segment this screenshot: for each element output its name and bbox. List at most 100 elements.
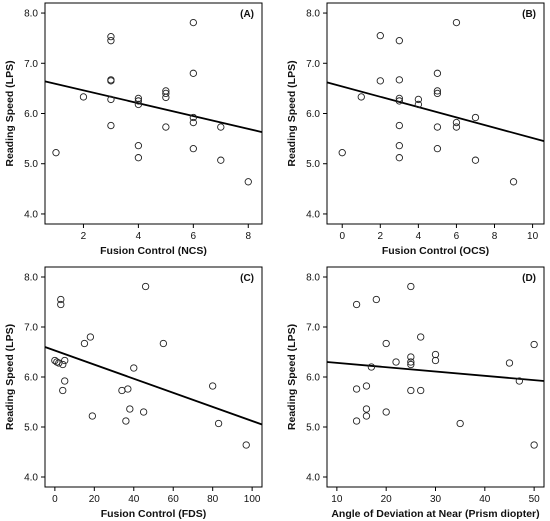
- x-tick-label: 40: [479, 494, 491, 505]
- x-tick-label: 10: [331, 494, 343, 505]
- data-point: [162, 89, 170, 98]
- y-tick-label: 5.0: [306, 423, 320, 434]
- data-point: [395, 141, 403, 150]
- data-point: [395, 121, 403, 130]
- data-point: [407, 353, 415, 361]
- y-axis-title: Reading Speed (LPS): [286, 324, 298, 430]
- plot-area-frame: [326, 2, 545, 225]
- data-point: [52, 149, 60, 157]
- x-tick-label: 40: [128, 494, 140, 505]
- y-tick-label: 4.0: [24, 473, 38, 484]
- data-point: [189, 69, 197, 77]
- x-tick-label: 20: [89, 494, 101, 505]
- data-point: [217, 123, 225, 131]
- data-point: [88, 412, 96, 420]
- data-point: [367, 363, 376, 371]
- data-point: [126, 405, 134, 413]
- x-axis-title: Fusion Control (OCS): [382, 245, 489, 257]
- data-point: [382, 408, 390, 416]
- data-point: [395, 94, 403, 103]
- data-point: [407, 386, 415, 395]
- data-point: [362, 412, 371, 420]
- data-point: [134, 100, 143, 109]
- plot-area-frame: [326, 266, 545, 488]
- data-point: [159, 339, 168, 348]
- data-point: [471, 156, 480, 164]
- x-tick-label: 2: [81, 231, 87, 242]
- y-tick-label: 8.0: [306, 273, 320, 284]
- data-point: [382, 339, 390, 348]
- y-tick-label: 8.0: [306, 9, 320, 20]
- data-point: [107, 37, 115, 45]
- x-tick-label: 30: [430, 494, 442, 505]
- y-tick-label: 4.0: [306, 473, 320, 484]
- data-point: [352, 417, 361, 425]
- data-point: [189, 118, 197, 127]
- x-tick-label: 6: [191, 231, 197, 242]
- data-point: [61, 356, 69, 365]
- data-point: [372, 295, 380, 304]
- x-tick-label: 4: [136, 231, 142, 242]
- data-point: [79, 93, 88, 101]
- data-point: [134, 141, 143, 150]
- panel-label: (A): [240, 9, 254, 20]
- data-point: [162, 123, 170, 131]
- y-tick-label: 8.0: [24, 273, 38, 284]
- data-point: [189, 18, 197, 27]
- y-tick-label: 7.0: [24, 59, 38, 70]
- data-point: [376, 77, 384, 85]
- data-point: [417, 386, 425, 395]
- x-tick-label: 50: [529, 494, 541, 505]
- data-point: [395, 97, 403, 105]
- data-point: [124, 385, 132, 393]
- data-point: [107, 77, 115, 85]
- y-tick-label: 7.0: [306, 323, 320, 334]
- data-point: [407, 358, 415, 366]
- scatter-panel: 2 4 6 8 4.0 5.0 6.0 7.0 8.0 Fusion Control (NCS) R…: [4, 2, 263, 257]
- data-point: [80, 339, 89, 348]
- y-tick-label: 5.0: [24, 159, 38, 170]
- y-tick-label: 5.0: [306, 159, 320, 170]
- data-point: [414, 100, 423, 109]
- x-tick-label: 100: [244, 494, 261, 505]
- scatter-panel: 0 2 4 6 8 10 4.0 5.0 6.0 7.0 8.0 Fusion Control (OC…: [286, 2, 545, 257]
- data-point: [433, 145, 442, 153]
- data-point: [515, 377, 523, 385]
- x-tick-label: 8: [245, 231, 251, 242]
- x-tick-label: 60: [168, 494, 180, 505]
- data-point: [433, 123, 442, 131]
- data-point: [530, 441, 538, 449]
- data-point: [189, 113, 197, 122]
- data-point: [357, 93, 365, 101]
- y-axis-title: Reading Speed (LPS): [286, 60, 298, 166]
- data-point: [407, 282, 415, 291]
- data-point: [57, 295, 65, 304]
- data-point: [59, 386, 67, 395]
- panel-label: (C): [240, 273, 254, 284]
- y-axis-title: Reading Speed (LPS): [4, 60, 16, 166]
- data-point: [107, 121, 115, 130]
- data-point: [395, 154, 403, 162]
- data-point: [55, 359, 63, 367]
- x-axis-title: Fusion Control (NCS): [100, 245, 207, 257]
- data-point: [57, 300, 65, 309]
- data-point: [530, 340, 538, 349]
- x-tick-label: 80: [207, 494, 219, 505]
- data-point: [61, 377, 69, 385]
- data-point: [130, 364, 138, 372]
- data-point: [59, 360, 67, 369]
- data-point: [209, 382, 217, 390]
- y-tick-label: 4.0: [24, 209, 38, 220]
- y-tick-label: 4.0: [306, 209, 320, 220]
- data-point: [433, 87, 442, 95]
- data-point: [362, 382, 371, 390]
- x-tick-label: 6: [454, 231, 460, 242]
- data-point: [431, 356, 440, 365]
- x-tick-label: 4: [416, 231, 422, 242]
- panel-label: (D): [522, 273, 536, 284]
- x-tick-label: 2: [378, 231, 384, 242]
- data-point: [338, 149, 346, 157]
- y-axis-title: Reading Speed (LPS): [4, 324, 16, 430]
- y-tick-label: 6.0: [24, 109, 38, 120]
